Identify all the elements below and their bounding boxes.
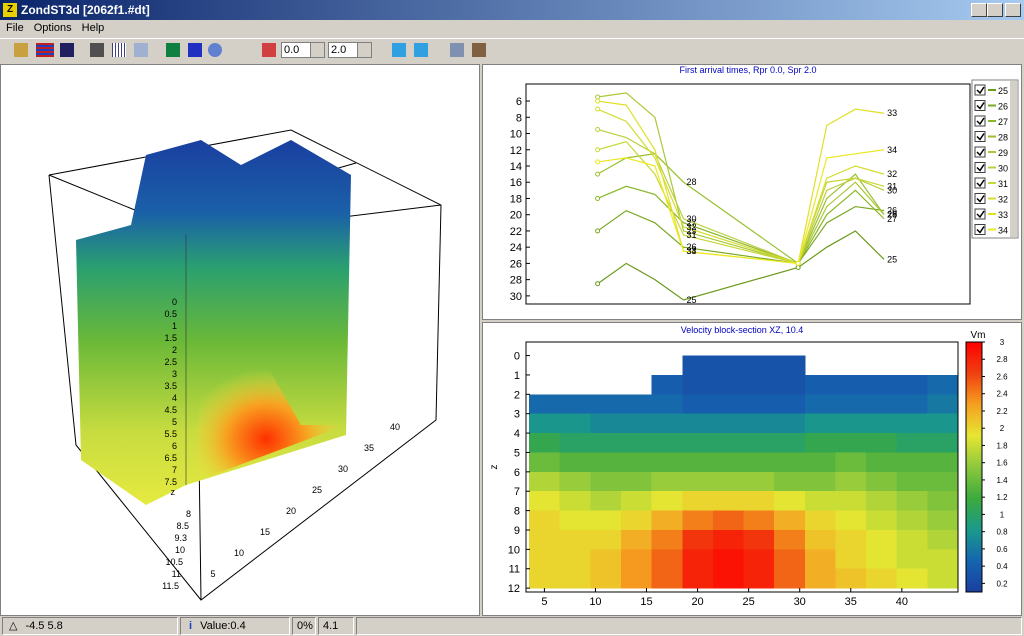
z-label: 8.5 <box>176 521 189 531</box>
z-label: 10.5 <box>165 557 183 567</box>
status-progress: 0% <box>292 617 316 635</box>
section-panel <box>482 322 1022 616</box>
z-label: 2 <box>172 345 177 355</box>
status-text: -4.5 5.8 <box>25 620 62 632</box>
status-empty <box>356 617 1022 635</box>
pin-button[interactable] <box>262 43 276 57</box>
z-label: 11 <box>172 569 181 579</box>
z-label: 8 <box>186 509 191 519</box>
x-label: 40 <box>390 422 400 432</box>
minimize-button[interactable] <box>971 3 987 17</box>
z-label: 1 <box>172 321 177 331</box>
rpr-combo[interactable]: 0.0 <box>281 42 325 58</box>
z-label: 7.5 <box>164 477 177 487</box>
z-label: 5 <box>172 417 177 427</box>
model-button[interactable] <box>166 43 180 57</box>
view2-button[interactable] <box>414 43 428 57</box>
view-button[interactable] <box>392 43 406 57</box>
z-label: 0.5 <box>164 309 177 319</box>
save-button[interactable] <box>60 43 74 57</box>
z-label: 3.5 <box>164 381 177 391</box>
z-label: 3 <box>172 369 177 379</box>
undo-button[interactable] <box>208 43 222 57</box>
menu-item[interactable]: Options <box>34 22 72 34</box>
paste-button[interactable] <box>472 43 486 57</box>
z-label: 6.5 <box>164 453 177 463</box>
z-label: 4.5 <box>164 405 177 415</box>
status-text: 0% <box>297 620 313 632</box>
title-bar: Z ZondST3d [2062f1.#dt] <box>0 0 1024 20</box>
spr-combo[interactable]: 2.0 <box>328 42 372 58</box>
close-button[interactable] <box>1005 3 1021 17</box>
x-label: 30 <box>338 464 348 474</box>
status-extra: 4.1 <box>318 617 354 635</box>
status-text: 4.1 <box>323 620 338 632</box>
x-label: 20 <box>286 506 296 516</box>
open-button[interactable] <box>14 43 28 57</box>
menu-item[interactable]: File <box>6 22 24 34</box>
z-label: 4 <box>172 393 177 403</box>
view3d-panel: 00.511.522.533.544.555.566.577.588.59.31… <box>0 64 480 616</box>
status-coords: △-4.5 5.8 <box>2 617 178 635</box>
axis-label: z <box>171 487 176 497</box>
status-text: Value:0.4 <box>200 620 246 632</box>
z-label: 7 <box>172 465 177 475</box>
view3d: 00.511.522.533.544.555.566.577.588.59.31… <box>1 65 479 615</box>
tools-button[interactable] <box>90 43 104 57</box>
x-label: 10 <box>234 548 244 558</box>
z-label: 5.5 <box>164 429 177 439</box>
z-label: 1.5 <box>164 333 177 343</box>
data-button[interactable] <box>36 43 54 57</box>
copy-button[interactable] <box>450 43 464 57</box>
z-label: 0 <box>172 297 177 307</box>
z-label: 6 <box>172 441 177 451</box>
x-label: 5 <box>210 569 215 579</box>
toolbar: 0.0 2.0 <box>0 38 1024 63</box>
cube-button[interactable] <box>134 43 148 57</box>
z-label: 2.5 <box>164 357 177 367</box>
maximize-button[interactable] <box>987 3 1003 17</box>
x-label: 25 <box>312 485 322 495</box>
wave-button[interactable] <box>188 43 202 57</box>
x-label: 35 <box>364 443 374 453</box>
app-icon: Z <box>3 3 17 17</box>
z-label: 9.3 <box>174 533 187 543</box>
z-label: 10 <box>175 545 185 555</box>
menu-item[interactable]: Help <box>82 22 105 34</box>
x-label: 15 <box>260 527 270 537</box>
travel-time-panel <box>482 64 1022 320</box>
window-title: ZondST3d [2062f1.#dt] <box>21 3 150 17</box>
z-label: 11.5 <box>162 581 179 591</box>
table-button[interactable] <box>112 43 126 57</box>
menu-bar: File Options Help <box>0 20 1024 36</box>
status-value: iValue:0.4 <box>180 617 290 635</box>
